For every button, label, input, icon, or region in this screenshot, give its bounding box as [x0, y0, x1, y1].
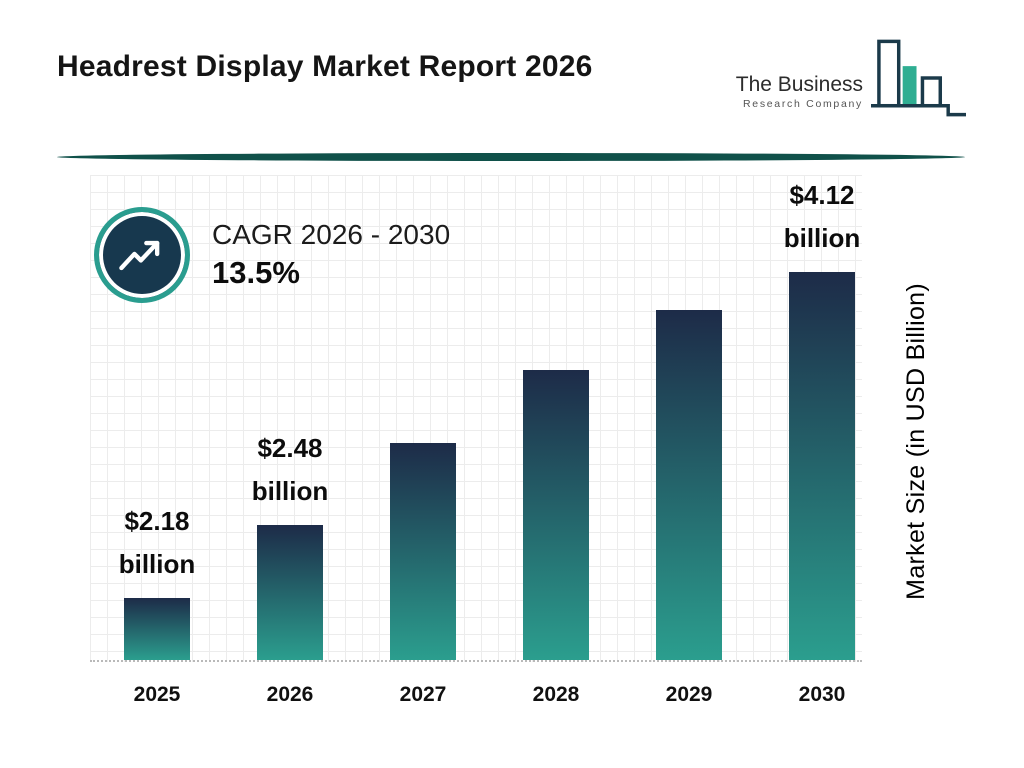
value-label-2026: $2.48 billion: [251, 433, 329, 507]
divider-line: [57, 153, 965, 161]
bar-column-2028: 2028: [501, 175, 611, 706]
bar-column-2027: 2027: [368, 175, 478, 706]
cagr-label: CAGR 2026 - 2030: [212, 219, 451, 250]
bar-column-2030: $4.12 billion 2030: [767, 175, 877, 706]
x-axis-label-2029: 2029: [665, 683, 713, 706]
value-label-2030: $4.12 billion: [783, 180, 861, 254]
company-logo-text: The Business Research Company: [736, 73, 863, 120]
cagr-callout: CAGR 2026 - 2030 13.5%: [94, 207, 450, 303]
bar-2029: [656, 310, 722, 660]
bar-2026: [257, 525, 323, 660]
bar-2025: [124, 598, 190, 660]
trend-up-icon: [94, 207, 190, 303]
cagr-value: 13.5%: [212, 255, 300, 290]
x-axis-label-2028: 2028: [532, 683, 580, 706]
company-logo: The Business Research Company: [736, 36, 966, 120]
x-axis-label-2025: 2025: [133, 683, 181, 706]
logo-name: The Business: [735, 72, 863, 96]
cagr-text: CAGR 2026 - 2030 13.5%: [212, 219, 450, 291]
bar-chart-logo-icon: [871, 39, 966, 117]
bar-column-2026: $2.48 billion 2026: [235, 175, 345, 706]
bar-2028: [523, 370, 589, 660]
bar-2030: [789, 272, 855, 660]
bar-column-2029: 2029: [634, 175, 744, 706]
page-title: Headrest Display Market Report 2026: [57, 50, 593, 83]
bar-chart: CAGR 2026 - 2030 13.5% $2.18 billion 2025 $…: [90, 175, 862, 706]
x-axis-label-2030: 2030: [798, 683, 846, 706]
value-label-2025: $2.18 billion: [118, 506, 196, 580]
x-axis-label-2026: 2026: [266, 683, 314, 706]
x-axis-label-2027: 2027: [399, 683, 447, 706]
y-axis-title: Market Size (in USD Billion): [902, 283, 930, 600]
bar-2027: [390, 443, 456, 660]
bar-column-2025: $2.18 billion 2025: [102, 175, 212, 706]
logo-subtitle: Research Company: [743, 98, 863, 110]
